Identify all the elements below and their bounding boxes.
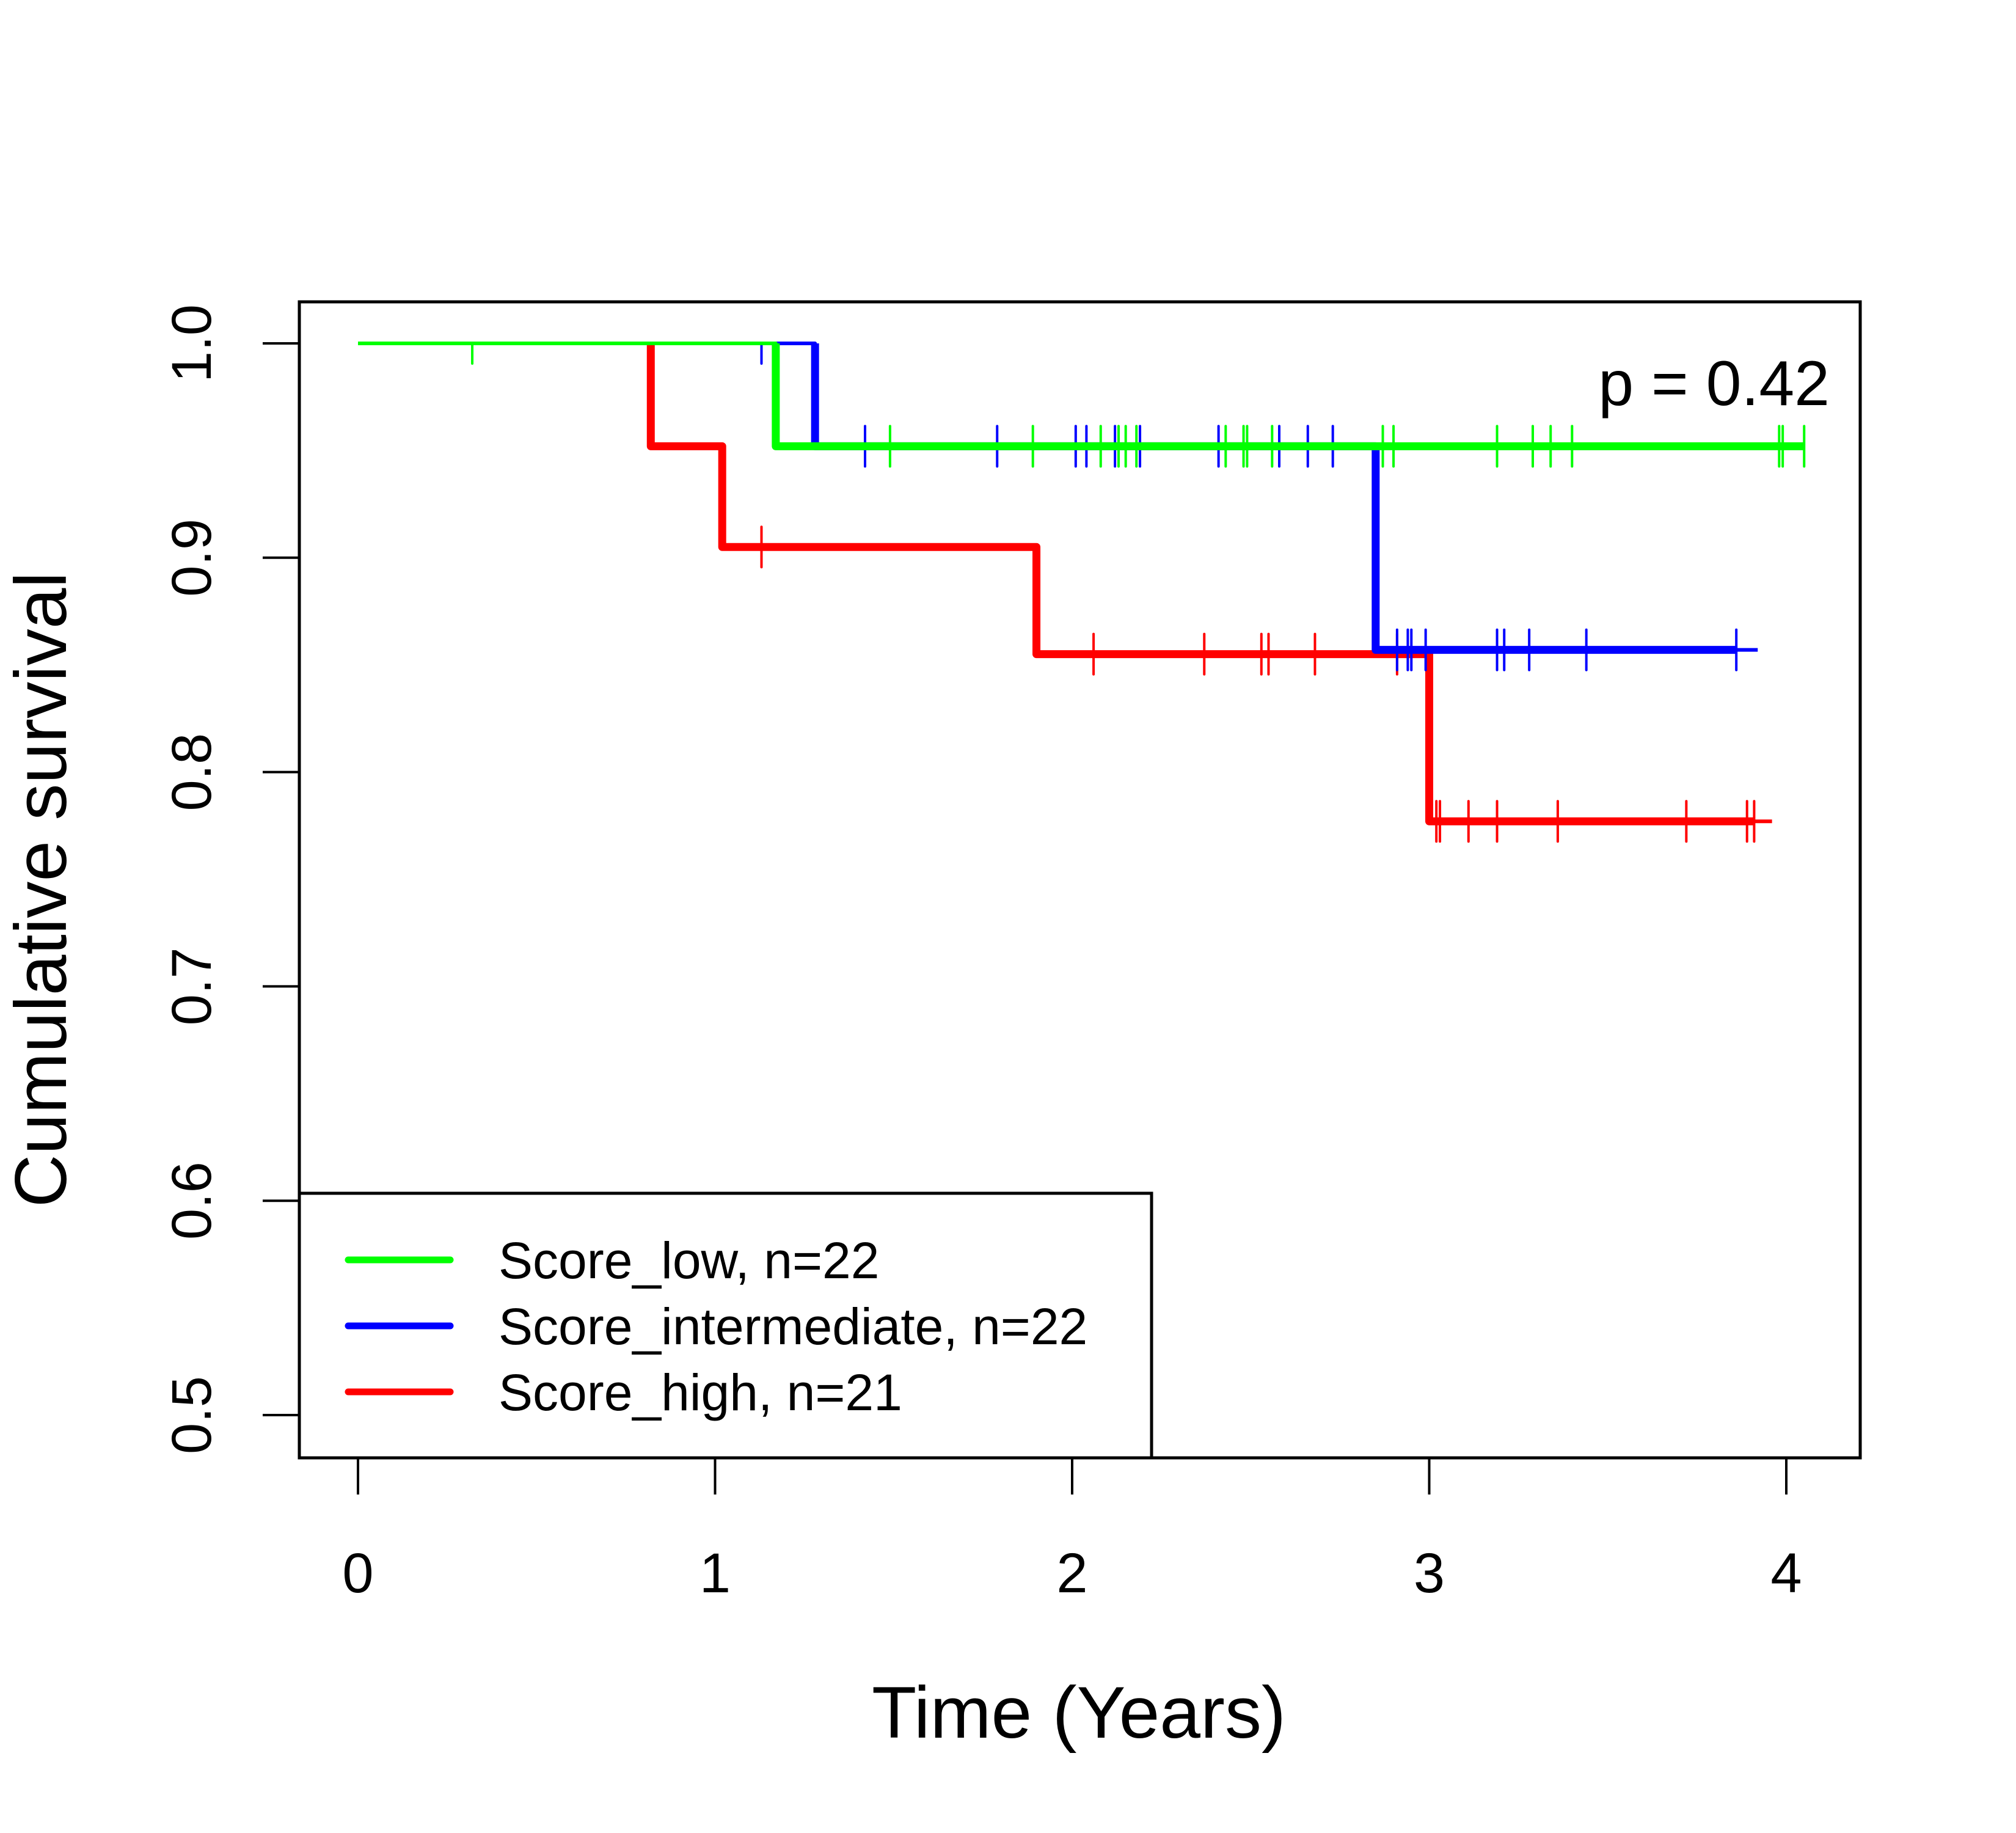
y-tick-label: 0.8 bbox=[161, 733, 223, 811]
x-tick-label: 2 bbox=[1056, 1542, 1087, 1604]
x-tick-label: 3 bbox=[1414, 1542, 1445, 1604]
survival-curves bbox=[358, 342, 1806, 843]
x-tick-label: 1 bbox=[699, 1542, 731, 1604]
legend: Score_low, n=22 Score_intermediate, n=22 S… bbox=[298, 1191, 1153, 1460]
y-tick-label: 1.0 bbox=[161, 304, 223, 382]
legend-label: Score_low, n=22 bbox=[499, 1232, 879, 1289]
x-axis: 0 1 2 3 4 bbox=[342, 1457, 1802, 1604]
x-tick-label: 0 bbox=[342, 1542, 373, 1604]
series-score-low bbox=[358, 342, 1806, 468]
legend-label: Score_intermediate, n=22 bbox=[499, 1298, 1087, 1355]
km-step-line bbox=[772, 343, 1805, 450]
y-axis: 0.5 0.6 0.7 0.8 0.9 1.0 bbox=[161, 304, 301, 1454]
y-tick-label: 0.7 bbox=[161, 947, 223, 1025]
legend-item: Score_high, n=21 bbox=[345, 1364, 902, 1421]
legend-item: Score_low, n=22 bbox=[345, 1232, 879, 1289]
legend-label: Score_high, n=21 bbox=[499, 1364, 902, 1421]
y-tick-label: 0.5 bbox=[161, 1376, 223, 1454]
series-score-high bbox=[358, 342, 1772, 843]
y-tick-label: 0.9 bbox=[161, 519, 223, 597]
y-tick-label: 0.6 bbox=[161, 1162, 223, 1240]
p-value-annotation: p = 0.42 bbox=[1598, 348, 1830, 419]
km-step-line bbox=[646, 343, 1755, 825]
x-tick-label: 4 bbox=[1770, 1542, 1802, 1604]
y-axis-label: Cumulative survival bbox=[0, 572, 82, 1207]
x-axis-label: Time (Years) bbox=[872, 1672, 1286, 1754]
legend-item: Score_intermediate, n=22 bbox=[345, 1298, 1087, 1355]
